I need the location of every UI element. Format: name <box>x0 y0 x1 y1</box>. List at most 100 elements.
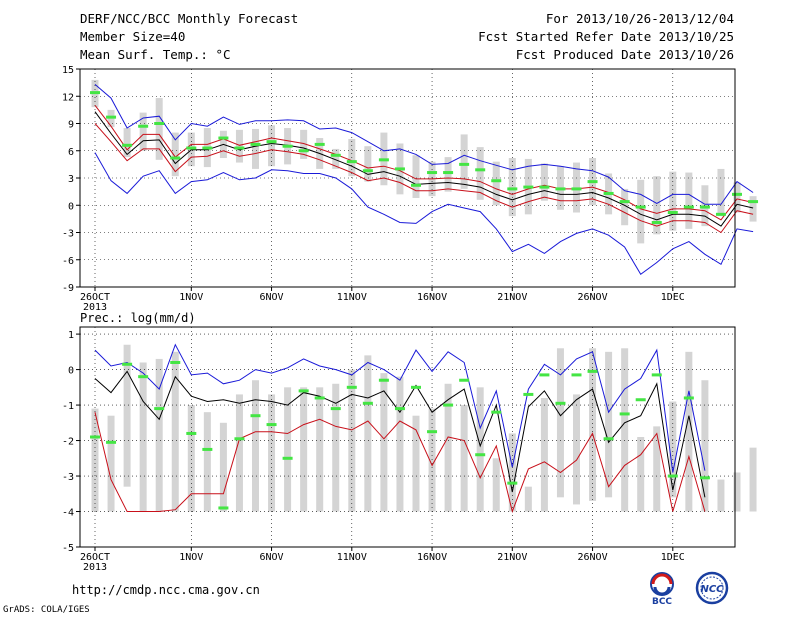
temp-marker <box>635 205 646 209</box>
prec-line-mean <box>94 370 706 498</box>
prec-marker <box>475 453 486 457</box>
prec-bar <box>733 472 741 512</box>
prec-marker <box>539 373 550 377</box>
temp-marker <box>186 146 197 150</box>
temp-bar <box>717 168 725 217</box>
temp-marker <box>523 185 534 189</box>
prec-marker <box>619 412 630 416</box>
temp-bar <box>332 148 340 169</box>
prec-bar <box>524 486 532 512</box>
temp-marker <box>427 171 438 175</box>
temp-bar <box>171 132 179 177</box>
prec-bar <box>252 380 259 512</box>
prec-bar <box>637 437 645 512</box>
prec-marker <box>635 398 646 402</box>
prec-xtick-label: 1DEC <box>661 552 685 563</box>
prec-frame <box>79 326 736 548</box>
prec-bar <box>556 348 564 498</box>
prec-marker <box>459 378 470 382</box>
temp-line-lower <box>94 123 754 234</box>
prec-marker <box>427 430 438 434</box>
prec-marker <box>122 362 133 366</box>
temp-marker <box>378 158 389 162</box>
temp-xtick-sublabel: 2013 <box>83 302 107 313</box>
prec-bar <box>348 369 356 512</box>
ncc-logo-text: NCC <box>700 584 724 595</box>
prec-ytick-label: -5 <box>62 543 74 554</box>
prec-ytick-label: -1 <box>62 401 74 412</box>
prec-bar <box>589 348 597 501</box>
temp-bar <box>139 112 147 151</box>
temp-bar <box>492 161 500 206</box>
temp-marker <box>683 205 694 209</box>
temp-ytick-label: 3 <box>68 174 74 185</box>
prec-xtick-sublabel: 2013 <box>83 562 107 573</box>
temp-bar <box>540 163 548 201</box>
prec-xtick-label: 26NOV <box>577 552 607 563</box>
temp-xtick-label: 21NOV <box>497 292 527 303</box>
temp-marker <box>250 142 261 146</box>
temp-marker <box>266 140 277 144</box>
prec-marker <box>411 385 421 389</box>
temp-marker <box>330 153 341 157</box>
prec-marker <box>234 437 245 441</box>
prec-bar <box>139 362 147 512</box>
temp-marker <box>459 162 470 166</box>
prec-line-min <box>94 412 706 514</box>
prec-bar <box>653 426 661 512</box>
temp-marker <box>218 136 229 140</box>
prec-marker <box>362 401 373 405</box>
temp-marker <box>571 187 582 191</box>
prec-marker <box>154 407 165 411</box>
ncc-logo-icon: NCC <box>695 571 729 605</box>
temp-bar <box>123 128 131 158</box>
prec-ytick-label: -2 <box>62 437 74 448</box>
prec-bar <box>235 394 243 512</box>
prec-marker <box>378 378 389 382</box>
prec-bar <box>701 380 709 512</box>
prec-line-max <box>94 343 706 473</box>
prec-xtick-label: 26OCT <box>80 552 110 563</box>
prec-marker <box>491 410 502 414</box>
prec-ytick-label: 0 <box>68 366 74 377</box>
temp-marker <box>443 171 454 175</box>
temp-bar <box>685 172 693 229</box>
temp-bar <box>621 188 629 226</box>
prec-bar <box>91 408 99 512</box>
prec-marker <box>523 392 534 396</box>
temp-bar <box>364 146 372 182</box>
temp-ytick-label: 15 <box>62 65 74 76</box>
temp-xtick-label: 1DEC <box>661 292 685 303</box>
temp-marker <box>138 124 149 128</box>
prec-ytick-label: 1 <box>68 330 74 341</box>
temp-bar <box>235 129 243 163</box>
temp-bar <box>508 158 516 217</box>
prec-marker <box>651 373 662 377</box>
prec-marker <box>667 474 678 478</box>
temp-xtick-label: 16NOV <box>417 292 447 303</box>
prec-bar <box>203 412 211 512</box>
prec-bar <box>332 383 340 512</box>
prec-marker <box>138 375 149 379</box>
prec-marker <box>186 431 197 435</box>
source-url[interactable]: http://cmdp.ncc.cma.gov.cn <box>72 583 260 597</box>
prec-bar <box>460 405 468 512</box>
temp-bar <box>637 179 645 244</box>
temp-marker <box>699 205 710 209</box>
prec-bar <box>187 405 195 512</box>
temp-marker <box>122 143 133 147</box>
temp-bar <box>252 128 259 169</box>
temp-marker <box>651 221 662 225</box>
temp-marker <box>154 122 165 125</box>
temp-marker <box>170 156 181 160</box>
temp-marker <box>732 192 742 196</box>
prec-bar <box>605 351 613 498</box>
prec-xtick-label: 21NOV <box>497 552 527 563</box>
variable-label: Mean Surf. Temp.: °C <box>80 47 231 62</box>
prec-marker <box>202 447 213 451</box>
grads-credit: GrADS: COLA/IGES <box>3 605 90 615</box>
temp-bar <box>444 157 452 192</box>
temp-ytick-label: -3 <box>62 229 74 240</box>
temp-bar <box>749 196 757 222</box>
